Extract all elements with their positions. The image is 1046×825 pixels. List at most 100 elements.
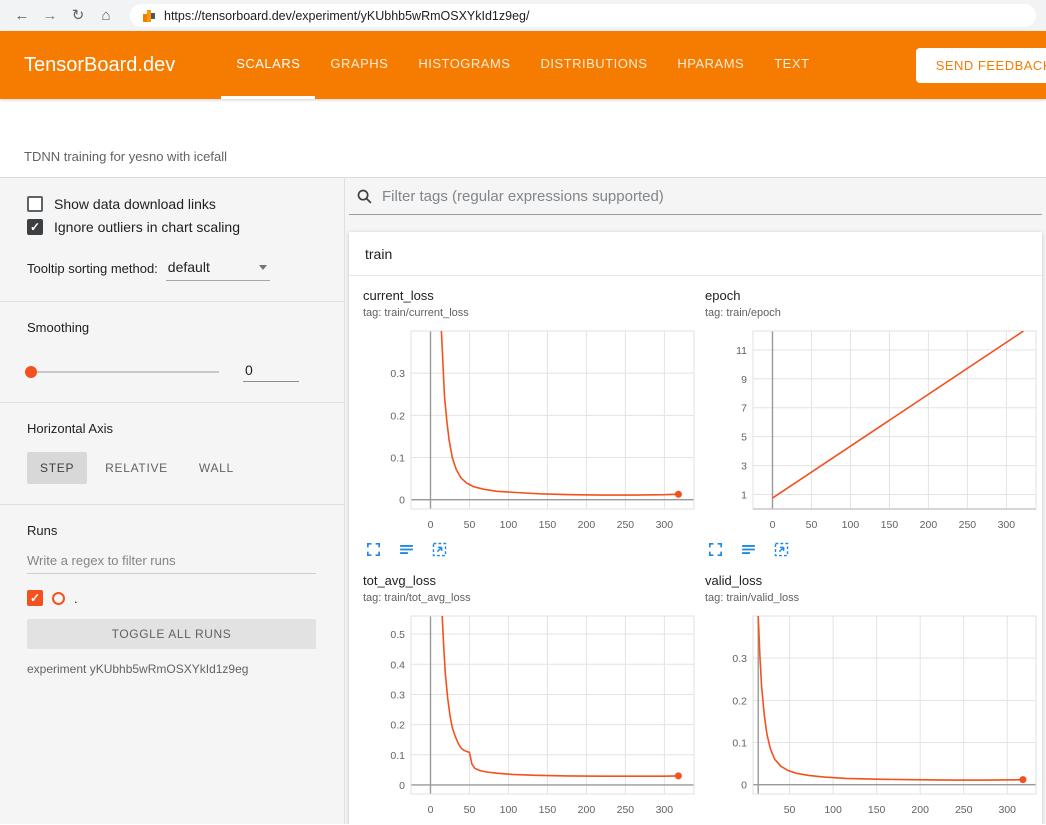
tooltip-sorting-row: Tooltip sorting method: default [27,259,316,281]
svg-text:0.1: 0.1 [732,738,747,750]
address-bar[interactable]: https://tensorboard.dev/experiment/yKUbh… [130,4,1036,27]
runs-filter-input[interactable] [27,548,316,574]
forward-icon[interactable]: → [38,8,62,23]
tab-scalars[interactable]: SCALARS [221,31,315,99]
data-lines-icon[interactable] [398,541,415,558]
site-favicon [142,9,156,23]
tab-text[interactable]: TEXT [759,31,824,99]
toggle-all-runs-button[interactable]: TOGGLE ALL RUNS [27,619,316,649]
axis-relative-button[interactable]: RELATIVE [92,452,181,484]
home-icon[interactable]: ⌂ [94,8,118,23]
chart-title: epoch [705,287,1045,305]
svg-text:0: 0 [428,519,434,531]
horizontal-axis-section: Horizontal Axis STEP RELATIVE WALL [0,403,344,504]
tab-graphs[interactable]: GRAPHS [315,31,403,99]
svg-text:100: 100 [824,804,842,816]
send-feedback-button[interactable]: SEND FEEDBACK [916,48,1046,83]
run-name: . [74,591,78,606]
svg-text:11: 11 [736,345,747,357]
svg-text:0.3: 0.3 [732,653,747,665]
svg-text:5: 5 [741,432,747,444]
svg-text:50: 50 [784,804,796,816]
svg-text:0: 0 [770,519,776,531]
svg-text:0: 0 [399,495,405,507]
axis-wall-button[interactable]: WALL [186,452,247,484]
svg-text:0.2: 0.2 [390,720,405,732]
svg-text:300: 300 [656,519,674,531]
chart-card-tot-avg-loss: tot_avg_loss tag: train/tot_avg_loss 050… [363,572,703,824]
content: Show data download links Ignore outliers… [0,178,1046,824]
app-header: TensorBoard.dev SCALARS GRAPHS HISTOGRAM… [0,31,1046,99]
train-group-card: train current_loss tag: train/current_lo… [349,232,1042,824]
chart-tag: tag: train/tot_avg_loss [363,590,703,606]
svg-text:300: 300 [998,804,1016,816]
svg-text:50: 50 [464,804,476,816]
smoothing-section: Smoothing 0 [0,302,344,402]
run-checkbox[interactable] [27,590,43,606]
show-download-links-checkbox[interactable] [27,196,43,212]
horizontal-axis-buttons: STEP RELATIVE WALL [27,452,316,484]
svg-text:250: 250 [617,519,635,531]
svg-text:7: 7 [741,403,747,415]
svg-text:150: 150 [539,804,557,816]
experiment-bar: TDNN training for yesno with icefall [0,99,1046,178]
smoothing-slider[interactable] [27,371,219,373]
svg-text:300: 300 [998,519,1016,531]
svg-text:300: 300 [656,804,674,816]
tab-histograms[interactable]: HISTOGRAMS [403,31,525,99]
data-lines-icon[interactable] [740,541,757,558]
line-chart-epoch[interactable]: 0501001502002503001357911 [705,325,1042,537]
experiment-name: TDNN training for yesno with icefall [24,149,227,164]
settings-sidebar: Show data download links Ignore outliers… [0,178,345,824]
svg-text:0: 0 [741,780,747,792]
line-chart-valid-loss[interactable]: 5010015020025030000.10.20.3 [705,610,1042,822]
fit-domain-icon[interactable] [431,541,448,558]
svg-text:0.2: 0.2 [732,695,747,707]
back-icon[interactable]: ← [10,8,34,23]
line-chart-tot-avg-loss[interactable]: 05010015020025030000.10.20.30.40.5 [363,610,700,822]
svg-text:250: 250 [617,804,635,816]
svg-text:0: 0 [399,780,405,792]
expand-chart-icon[interactable] [707,541,724,558]
reload-icon[interactable]: ↻ [66,8,90,23]
svg-text:200: 200 [920,519,938,531]
tab-distributions[interactable]: DISTRIBUTIONS [525,31,662,99]
filter-tags-row [349,188,1042,215]
expand-chart-icon[interactable] [365,541,382,558]
chart-card-current-loss: current_loss tag: train/current_loss 050… [363,287,703,558]
chart-title: current_loss [363,287,703,305]
chart-title: valid_loss [705,572,1045,590]
line-chart-current-loss[interactable]: 05010015020025030000.10.20.3 [363,325,700,537]
chart-toolbar [707,541,1045,558]
run-color-circle[interactable] [52,592,65,605]
chart-card-valid-loss: valid_loss tag: train/valid_loss 50 100 15… [705,572,1045,824]
tooltip-sorting-value: default [168,259,210,275]
ignore-outliers-checkbox[interactable] [27,219,43,235]
tab-hparams[interactable]: HPARAMS [662,31,759,99]
tooltip-sorting-select[interactable]: default [166,259,270,281]
svg-text:0.4: 0.4 [390,659,405,671]
experiment-id-label: experiment yKUbhb5wRmOSXYkId1z9eg [27,662,316,676]
chart-tag: tag: train/epoch [705,305,1045,321]
show-download-links-row: Show data download links [27,196,316,212]
chart-tag: tag: train/valid_loss [705,590,1045,606]
svg-text:50: 50 [464,519,476,531]
smoothing-slider-thumb[interactable] [25,366,37,378]
svg-text:200: 200 [911,804,929,816]
svg-text:0.1: 0.1 [390,750,405,762]
axis-step-button[interactable]: STEP [27,452,87,484]
svg-text:0.1: 0.1 [390,453,405,465]
run-row: . [27,590,316,606]
filter-tags-input[interactable] [382,188,1042,205]
svg-text:150: 150 [881,519,899,531]
svg-text:150: 150 [868,804,886,816]
svg-text:0: 0 [428,804,434,816]
svg-text:9: 9 [741,374,747,386]
runs-section: Runs . TOGGLE ALL RUNS experiment yKUbhb… [0,505,344,696]
smoothing-slider-row: 0 [27,362,316,382]
url-text[interactable]: https://tensorboard.dev/experiment/yKUbh… [164,9,529,23]
svg-text:200: 200 [578,519,596,531]
fit-domain-icon[interactable] [773,541,790,558]
train-group-header[interactable]: train [349,232,1042,276]
smoothing-value-input[interactable]: 0 [243,362,299,382]
